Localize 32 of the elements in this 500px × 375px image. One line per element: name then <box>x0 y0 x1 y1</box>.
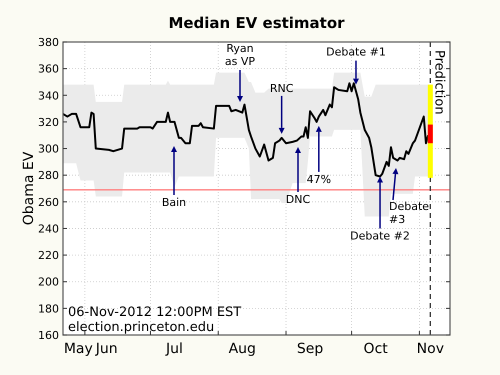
x-tick-label: Nov <box>416 341 444 357</box>
annotation: 47% <box>306 172 332 186</box>
y-tick-label: 240 <box>38 222 59 236</box>
annotation: Debate #3 <box>389 200 430 226</box>
annotation: Bain <box>162 196 186 209</box>
y-tick-label: 320 <box>38 116 59 129</box>
x-tick-label: Sep <box>296 341 324 357</box>
x-tick-label: Jun <box>94 341 118 357</box>
y-tick-label: 260 <box>38 196 59 209</box>
y-tick-label: 200 <box>38 276 59 289</box>
annotation: election.princeton.edu <box>68 320 214 335</box>
y-tick-label: 380 <box>38 36 59 49</box>
y-tick-label: 340 <box>38 89 59 102</box>
annotation: DNC <box>286 193 311 206</box>
annotation: Ryan as VP <box>224 42 256 68</box>
y-tick-label: 280 <box>38 169 59 182</box>
annotation: 06-Nov-2012 12:00PM EST <box>68 305 242 320</box>
y-tick-label: 220 <box>38 249 59 262</box>
annotation: Debate #2 <box>350 230 410 243</box>
y-tick-label: 180 <box>38 302 59 316</box>
y-axis-title: Obama EV <box>21 151 37 226</box>
x-tick-label: May <box>64 341 93 357</box>
x-tick-label: Aug <box>228 341 256 357</box>
y-tick-label: 360 <box>38 62 59 76</box>
ref-line-label: Prediction <box>431 50 446 115</box>
y-tick-label: 160 <box>38 329 59 342</box>
x-tick-label: Jul <box>165 341 183 357</box>
annotation: Debate #1 <box>326 46 386 59</box>
x-tick-label: Oct <box>364 341 388 357</box>
chart-title: Median EV estimator <box>168 14 346 32</box>
y-tick-label: 300 <box>38 142 59 156</box>
annotation: RNC <box>270 82 294 95</box>
